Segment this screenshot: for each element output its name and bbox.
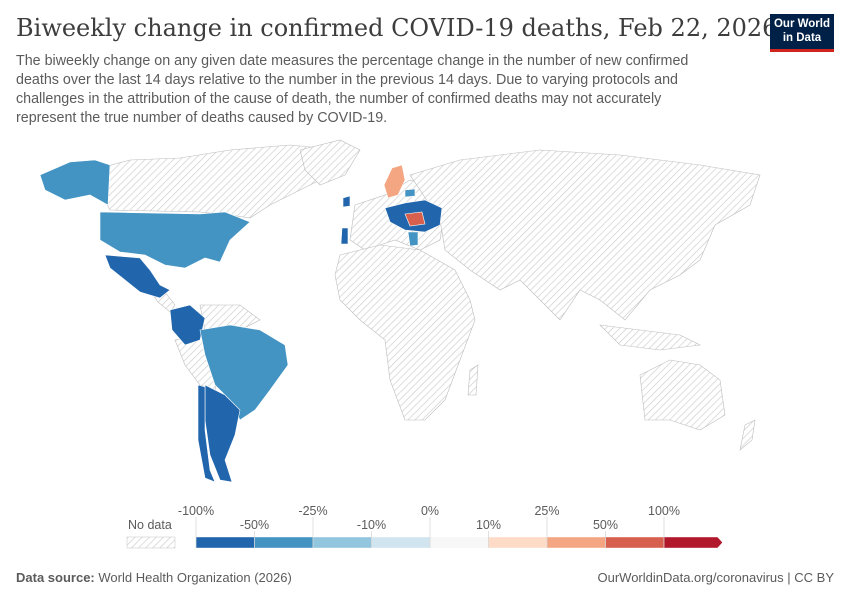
portugal[interactable] — [340, 227, 349, 245]
legend-bin[interactable] — [312, 536, 372, 549]
united-states[interactable] — [99, 211, 251, 269]
legend-bin[interactable] — [546, 536, 606, 549]
latvia[interactable] — [404, 188, 416, 198]
sweden[interactable] — [383, 164, 406, 199]
legend-bin[interactable] — [488, 536, 548, 549]
madagascar[interactable] — [467, 364, 479, 396]
owid-logo[interactable]: Our World in Data — [770, 14, 834, 52]
mexico[interactable] — [104, 254, 171, 299]
ireland[interactable] — [342, 195, 351, 208]
legend: No data -100% -50% -25% -10% 0% 10% 25% 50% 100% — [126, 504, 723, 549]
legend-tick-label: 10% — [476, 518, 501, 532]
alaska[interactable] — [39, 159, 111, 206]
page-title: Biweekly change in confirmed COVID-19 de… — [16, 14, 778, 42]
no-data-regions — [99, 139, 761, 451]
legend-bin[interactable] — [605, 536, 665, 549]
subtitle: The biweekly change on any given date me… — [16, 53, 689, 126]
indonesia[interactable] — [599, 324, 702, 351]
legend-no-data-label: No data — [128, 518, 172, 532]
legend-bin[interactable] — [371, 536, 431, 549]
legend-tick-label: 50% — [593, 518, 618, 532]
argentina[interactable] — [204, 384, 241, 483]
brazil[interactable] — [199, 324, 289, 421]
legend-tick-label: -10% — [357, 518, 386, 532]
legend-bin[interactable] — [663, 536, 723, 549]
legend-tick-label: 25% — [534, 504, 559, 518]
data-source-value[interactable]: World Health Organization (2026) — [98, 570, 292, 585]
data-source: Data source: World Health Organization (… — [16, 570, 292, 585]
legend-bin[interactable] — [195, 536, 255, 549]
legend-tick-label: 100% — [648, 504, 680, 518]
legend-tick-label: -25% — [298, 504, 327, 518]
legend-tick-label: -100% — [178, 504, 214, 518]
asia[interactable] — [409, 149, 761, 321]
new-zealand[interactable] — [739, 419, 756, 451]
colombia[interactable] — [169, 304, 206, 346]
legend-tick-label: 0% — [421, 504, 439, 518]
data-countries — [39, 159, 443, 483]
greenland[interactable] — [299, 139, 361, 186]
legend-tick-label: -50% — [240, 518, 269, 532]
data-source-label: Data source: — [16, 570, 95, 585]
africa[interactable] — [334, 244, 476, 421]
chile[interactable] — [197, 384, 216, 483]
canada[interactable] — [99, 144, 341, 219]
footer-url[interactable]: OurWorldinData.org/coronavirus | CC BY — [597, 570, 834, 585]
legend-no-data-swatch — [126, 536, 176, 549]
greece[interactable] — [407, 231, 419, 247]
legend-bin[interactable] — [429, 536, 489, 549]
legend-bin[interactable] — [254, 536, 314, 549]
australia[interactable] — [639, 359, 726, 431]
romania[interactable] — [404, 211, 426, 227]
